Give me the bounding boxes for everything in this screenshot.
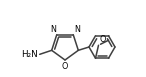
Text: N: N [74,25,80,34]
Text: N: N [50,25,56,34]
Text: O: O [100,35,106,44]
Text: H₂N: H₂N [21,50,38,59]
Text: O: O [62,62,68,71]
